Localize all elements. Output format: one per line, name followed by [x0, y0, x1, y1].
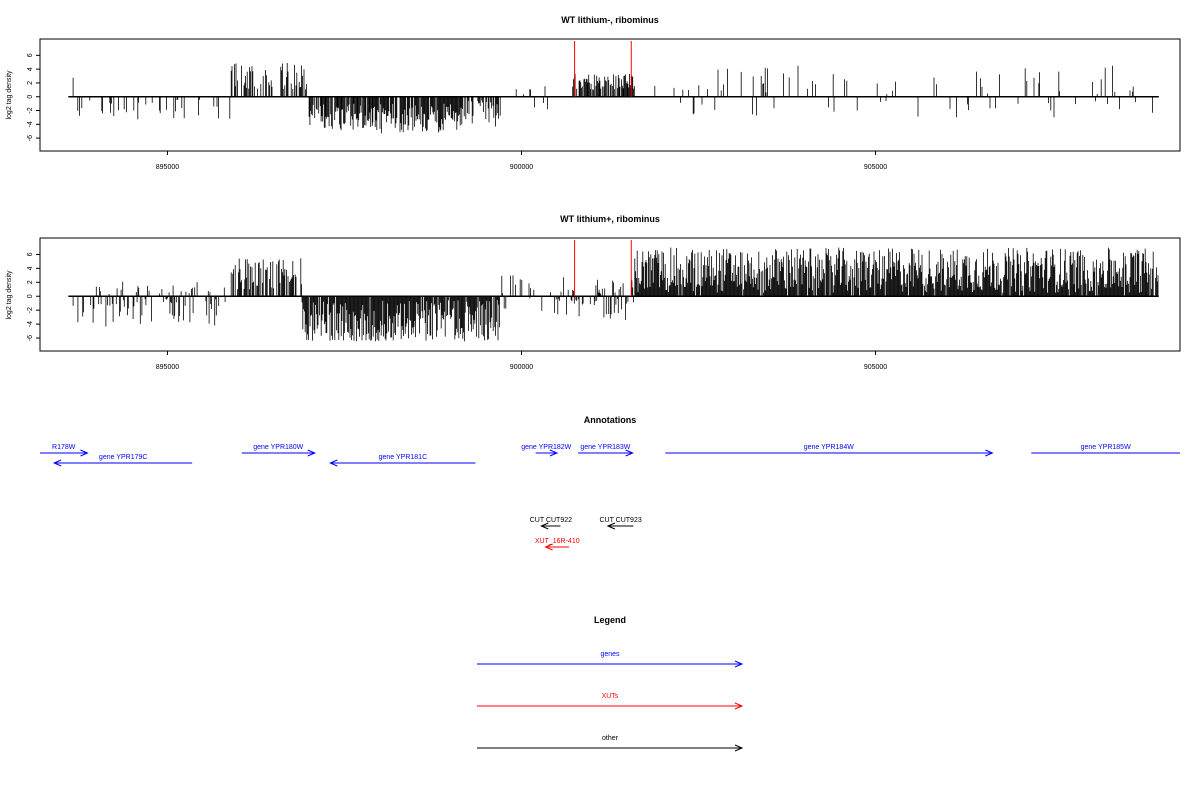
x-tick-label: 900000: [510, 364, 533, 371]
annotation-feature: gene YPR183W: [578, 444, 634, 457]
y-axis-label: log2 tag density: [6, 70, 13, 120]
plot-frame: [39, 38, 1181, 152]
annotation-feature: gene YPR184W: [665, 444, 994, 457]
annotation-feature: XUT_16R-410: [535, 538, 580, 551]
feature-label: CUT CUT923: [599, 517, 641, 524]
arrowhead: [329, 459, 338, 467]
y-tick-label: 6: [27, 252, 34, 256]
feature-label: gene YPR183W: [580, 444, 630, 451]
y-tick-label: 4: [27, 266, 34, 270]
annotation-track: Annotations R178W gene YPR179C gene YPR180…: [40, 415, 1180, 551]
annotation-feature: gene YPR181C: [329, 454, 476, 467]
panel-title: WT lithium-, ribominus: [561, 15, 659, 25]
region-markers: [574, 240, 632, 297]
arrowhead: [734, 744, 744, 752]
arrowhead: [549, 449, 559, 457]
arrowhead: [985, 449, 994, 457]
y-tick-label: -2: [27, 307, 34, 313]
arrowhead: [540, 522, 549, 530]
panel-lithium-plus: WT lithium+, ribominus log2 tag density …: [6, 214, 1181, 371]
arrowhead: [307, 449, 317, 457]
annotation-feature: R178W: [40, 444, 89, 457]
y-tick-label: -4: [27, 121, 34, 127]
feature-label: CUT CUT922: [530, 517, 572, 524]
arrowhead: [734, 660, 744, 668]
legend-entries: genes XUTs other: [477, 651, 744, 752]
y-tick-label: 6: [27, 53, 34, 57]
panel-lithium-minus: WT lithium-, ribominus log2 tag density …: [6, 15, 1181, 171]
x-axis: 895000 900000 905000: [156, 351, 887, 371]
feature-label: gene YPR180W: [253, 444, 303, 451]
legend-title: Legend: [594, 615, 626, 625]
x-tick-label: 895000: [156, 364, 179, 371]
region-markers: [574, 41, 632, 97]
legend: Legend genes XUTs other: [477, 615, 744, 752]
panel-title: WT lithium+, ribominus: [560, 214, 660, 224]
x-axis: 895000 900000 905000: [156, 151, 887, 171]
arrowhead: [734, 702, 744, 710]
plot-frame: [39, 237, 1181, 352]
feature-label: gene YPR185W: [1081, 444, 1131, 451]
arrowhead: [606, 522, 616, 530]
x-tick-label: 895000: [156, 164, 179, 171]
y-axis: -6 -4 -2 0 2 4 6: [27, 53, 40, 141]
legend-label: genes: [600, 651, 620, 658]
density-bars: [72, 247, 1159, 342]
y-tick-label: -6: [27, 335, 34, 341]
arrowhead: [544, 543, 553, 551]
arrowhead: [80, 449, 89, 457]
legend-label: other: [602, 735, 619, 742]
arrowhead: [625, 449, 634, 457]
x-tick-label: 905000: [864, 164, 887, 171]
y-tick-label: -4: [27, 321, 34, 327]
legend-label: XUTs: [602, 693, 619, 700]
annotation-features: R178W gene YPR179C gene YPR180W gene YPR181…: [40, 444, 1180, 551]
legend-entry: other: [477, 735, 744, 752]
y-tick-label: 2: [27, 81, 34, 85]
annotation-feature: gene YPR182W: [521, 444, 572, 457]
y-tick-label: -6: [27, 135, 34, 141]
annotation-feature: CUT CUT923: [599, 517, 642, 530]
feature-label: gene YPR181C: [379, 454, 428, 461]
annotations-title: Annotations: [584, 415, 637, 425]
arrowhead: [52, 459, 62, 467]
feature-label: gene YPR179C: [99, 454, 148, 461]
y-tick-label: 0: [27, 294, 34, 298]
legend-entry: genes: [477, 651, 744, 668]
x-tick-label: 905000: [864, 364, 887, 371]
y-axis-label: log2 tag density: [6, 270, 13, 320]
feature-label: gene YPR182W: [521, 444, 571, 451]
feature-label: gene YPR184W: [804, 444, 854, 451]
y-axis: -6 -4 -2 0 2 4 6: [27, 252, 40, 341]
density-bars: [72, 63, 1153, 134]
annotation-feature: gene YPR180W: [241, 444, 317, 457]
feature-label: XUT_16R-410: [535, 538, 580, 545]
legend-entry: XUTs: [477, 693, 744, 710]
annotation-feature: gene YPR185W: [1031, 444, 1180, 454]
x-tick-label: 900000: [510, 164, 533, 171]
y-tick-label: -2: [27, 107, 34, 113]
annotation-feature: gene YPR179C: [52, 454, 193, 467]
feature-label: R178W: [52, 444, 76, 451]
y-tick-label: 2: [27, 280, 34, 284]
annotation-feature: CUT CUT922: [530, 517, 572, 530]
y-tick-label: 4: [27, 67, 34, 71]
y-tick-label: 0: [27, 95, 34, 99]
